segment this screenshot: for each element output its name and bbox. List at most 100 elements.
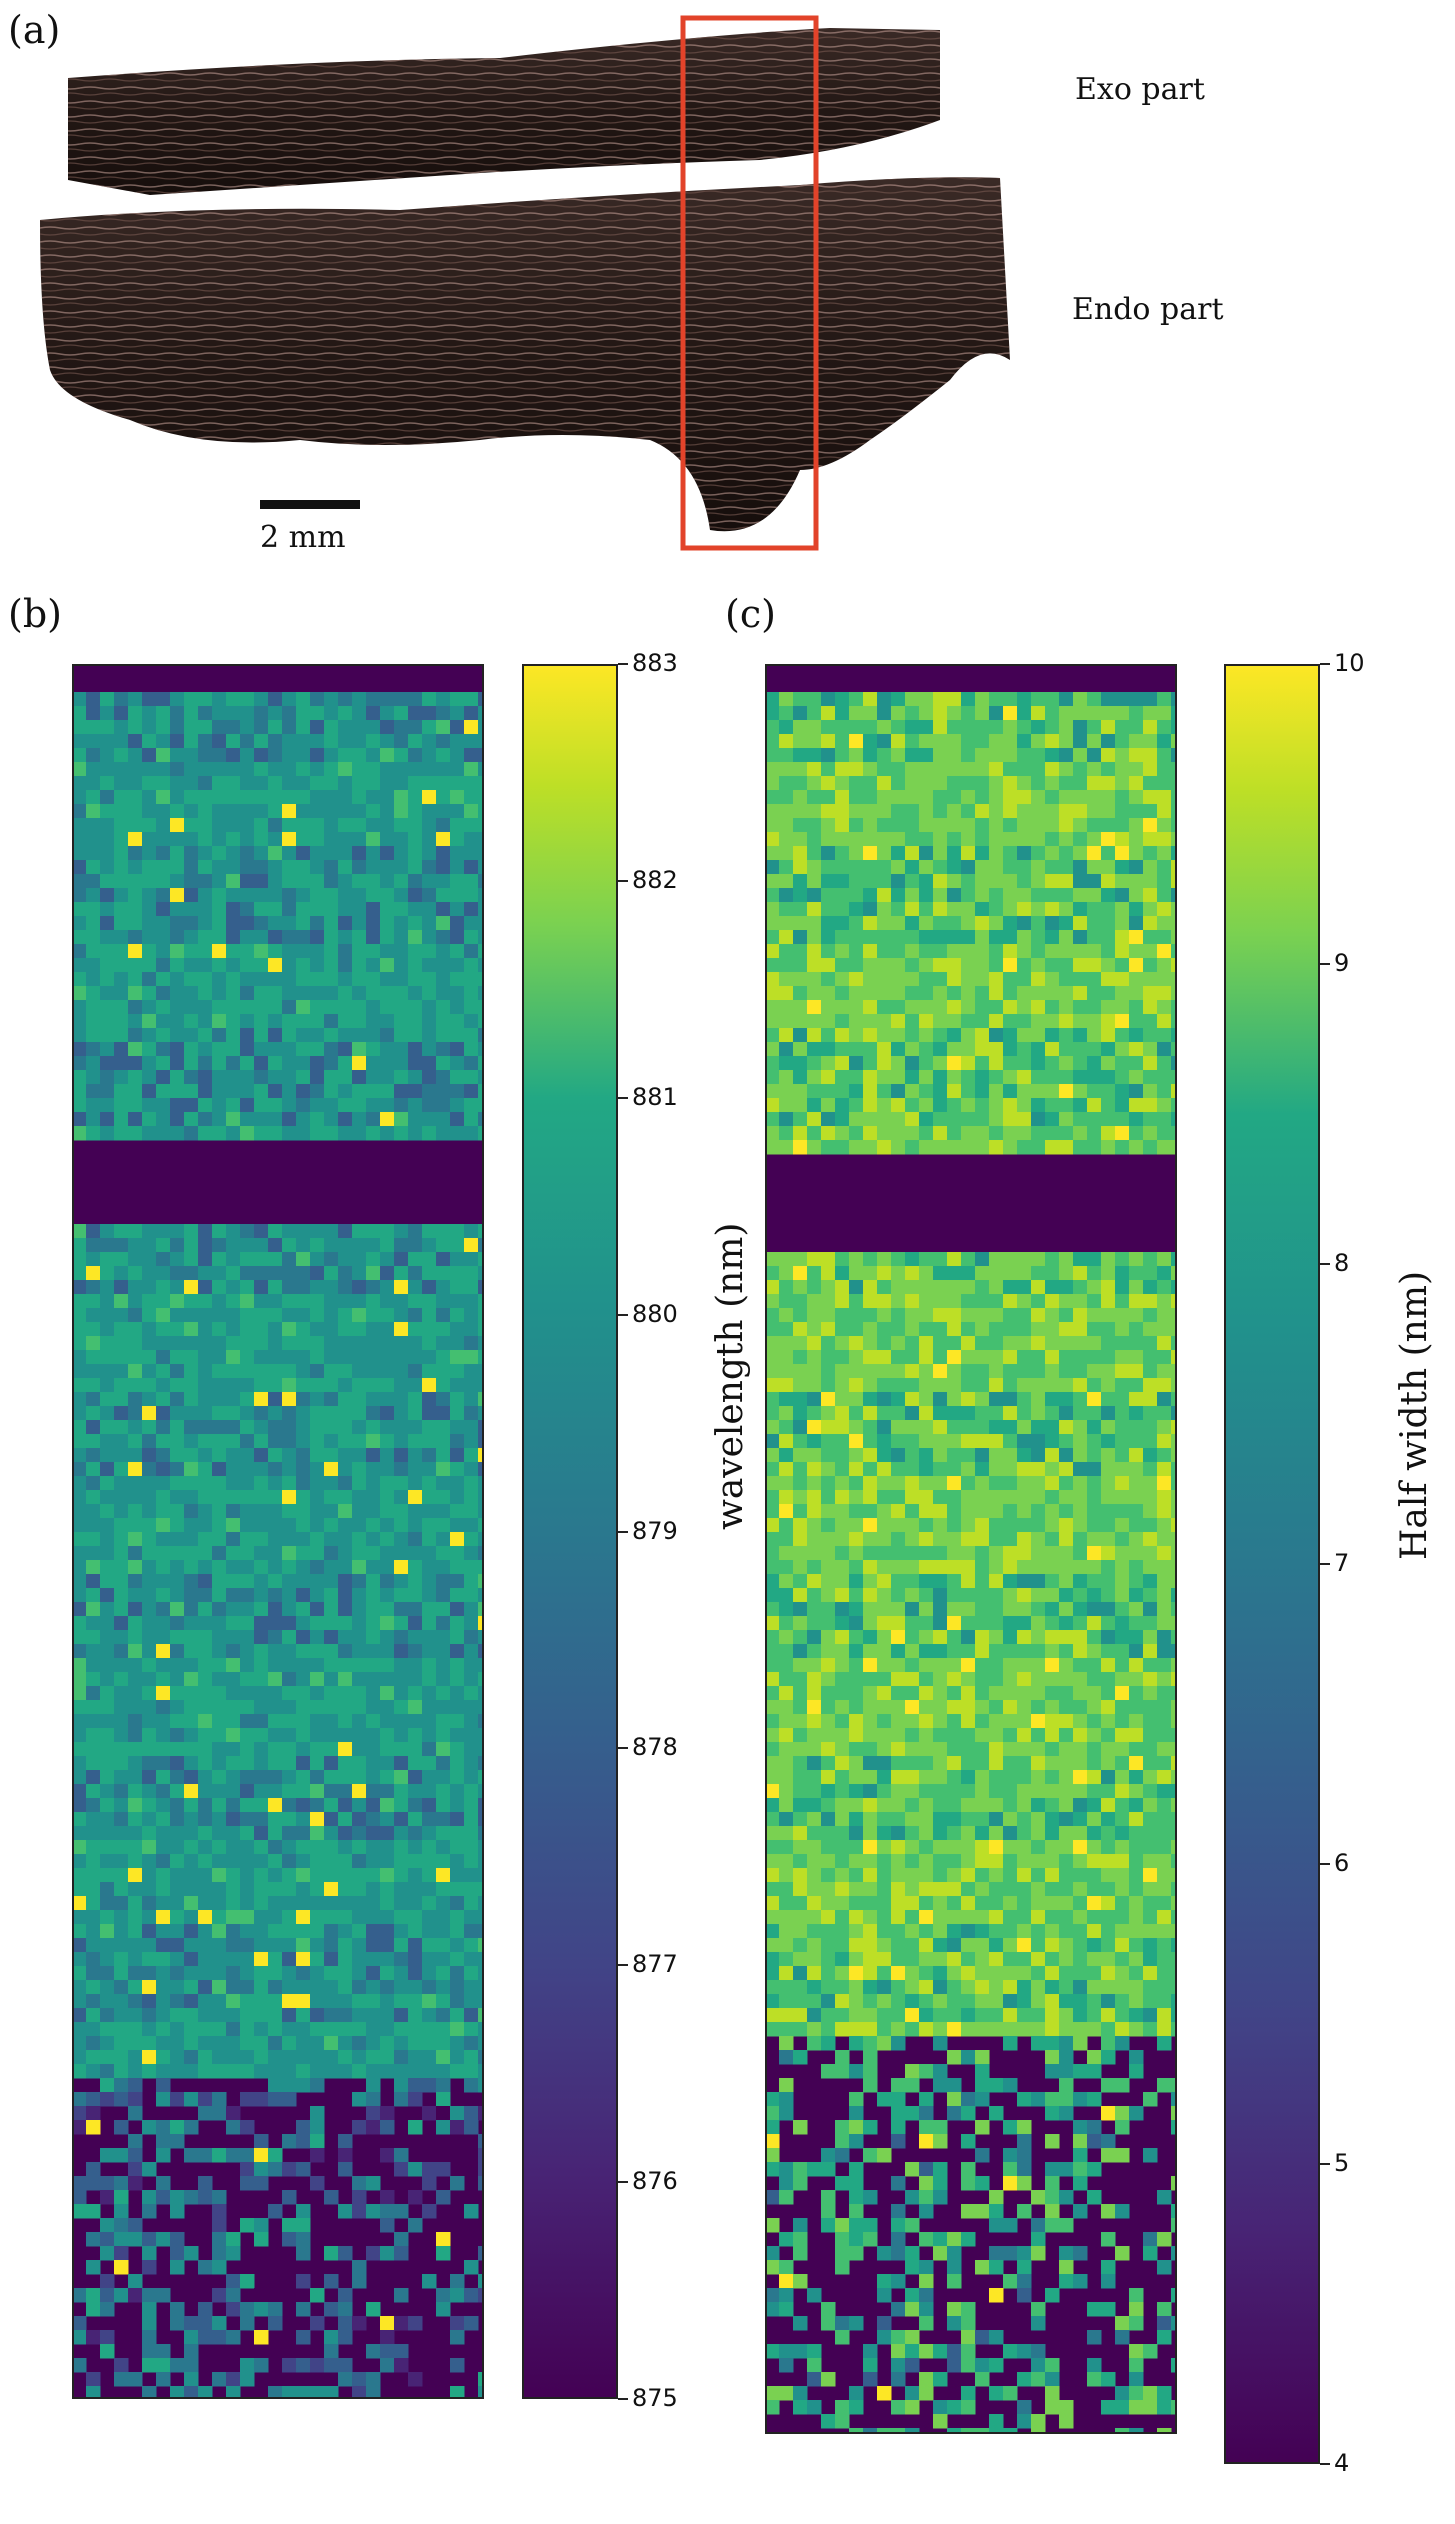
map-pixel — [989, 1504, 1004, 1519]
map-pixel — [114, 1070, 129, 1085]
map-pixel — [1045, 1056, 1060, 1071]
map-pixel — [1045, 944, 1060, 959]
map-pixel — [324, 1126, 339, 1141]
map-pixel — [807, 1560, 822, 1575]
map-pixel — [793, 1308, 808, 1323]
map-pixel — [240, 1672, 255, 1687]
map-pixel — [380, 2106, 395, 2121]
map-pixel — [478, 1602, 484, 1617]
map-pixel — [1017, 1070, 1032, 1085]
map-pixel — [282, 1798, 297, 1813]
map-pixel — [1143, 1112, 1158, 1127]
map-pixel — [1059, 860, 1074, 875]
map-pixel — [464, 944, 479, 959]
map-pixel — [114, 1616, 129, 1631]
map-pixel — [226, 1280, 241, 1295]
map-pixel — [863, 986, 878, 1001]
map-pixel — [961, 1434, 976, 1449]
map-pixel — [1171, 874, 1177, 889]
map-pixel — [835, 1056, 850, 1071]
colorbar-tick-mark — [618, 1530, 628, 1533]
map-pixel — [72, 1714, 87, 1729]
map-pixel — [114, 1112, 129, 1127]
map-pixel — [198, 1378, 213, 1393]
map-pixel — [1017, 846, 1032, 861]
map-pixel — [877, 1378, 892, 1393]
map-pixel — [1059, 1140, 1074, 1155]
map-pixel — [464, 1322, 479, 1337]
map-pixel — [184, 1616, 199, 1631]
map-pixel — [72, 1700, 87, 1715]
map-pixel — [338, 1854, 353, 1869]
map-pixel — [1101, 748, 1116, 763]
map-pixel — [821, 1028, 836, 1043]
map-pixel — [142, 692, 157, 707]
map-pixel — [1003, 1140, 1018, 1155]
map-pixel — [394, 804, 409, 819]
map-pixel — [478, 1868, 484, 1883]
map-pixel — [422, 1504, 437, 1519]
map-pixel — [793, 720, 808, 735]
map-pixel — [1017, 1336, 1032, 1351]
map-pixel — [464, 874, 479, 889]
map-pixel — [170, 902, 185, 917]
map-pixel — [226, 1294, 241, 1309]
map-pixel — [765, 1014, 780, 1029]
map-pixel — [408, 1252, 423, 1267]
map-pixel — [919, 944, 934, 959]
map-pixel — [464, 1700, 479, 1715]
map-pixel — [240, 1504, 255, 1519]
wavelength-colorbar-title: wavelength (nm) — [710, 1222, 751, 1530]
map-pixel — [422, 1714, 437, 1729]
map-pixel — [835, 1336, 850, 1351]
map-pixel — [226, 986, 241, 1001]
map-pixel — [198, 1966, 213, 1981]
map-pixel — [779, 1644, 794, 1659]
map-pixel — [198, 692, 213, 707]
map-pixel — [226, 1336, 241, 1351]
map-pixel — [835, 1322, 850, 1337]
map-pixel — [436, 1364, 451, 1379]
map-pixel — [394, 1784, 409, 1799]
map-pixel — [779, 1546, 794, 1561]
map-pixel — [254, 1504, 269, 1519]
map-pixel — [989, 1644, 1004, 1659]
map-pixel — [254, 1434, 269, 1449]
map-pixel — [394, 1420, 409, 1435]
map-pixel — [72, 1728, 87, 1743]
map-pixel — [436, 1406, 451, 1421]
map-pixel — [891, 720, 906, 735]
map-pixel — [282, 1322, 297, 1337]
map-pixel — [128, 2232, 143, 2247]
map-pixel — [849, 1084, 864, 1099]
map-pixel — [352, 1812, 367, 1827]
map-pixel — [72, 2022, 87, 2037]
map-pixel — [1143, 1280, 1158, 1295]
map-pixel — [877, 720, 892, 735]
map-pixel — [464, 1350, 479, 1365]
map-pixel — [765, 1252, 780, 1267]
map-pixel — [310, 1742, 325, 1757]
map-pixel — [86, 958, 101, 973]
map-pixel — [436, 1602, 451, 1617]
map-pixel — [436, 1966, 451, 1981]
map-pixel — [128, 1882, 143, 1897]
map-pixel — [282, 1910, 297, 1925]
map-pixel — [1157, 720, 1172, 735]
map-pixel — [86, 1266, 101, 1281]
map-pixel — [254, 1224, 269, 1239]
map-pixel — [128, 1042, 143, 1057]
map-pixel — [156, 1056, 171, 1071]
map-pixel — [198, 1084, 213, 1099]
map-pixel — [380, 1896, 395, 1911]
map-pixel — [142, 2288, 157, 2303]
map-pixel — [86, 1826, 101, 1841]
map-pixel — [86, 1490, 101, 1505]
map-pixel — [142, 874, 157, 889]
map-pixel — [436, 1644, 451, 1659]
map-pixel — [1143, 1588, 1158, 1603]
map-pixel — [863, 1014, 878, 1029]
map-pixel — [338, 986, 353, 1001]
map-pixel — [1073, 1616, 1088, 1631]
map-pixel — [1059, 1014, 1074, 1029]
